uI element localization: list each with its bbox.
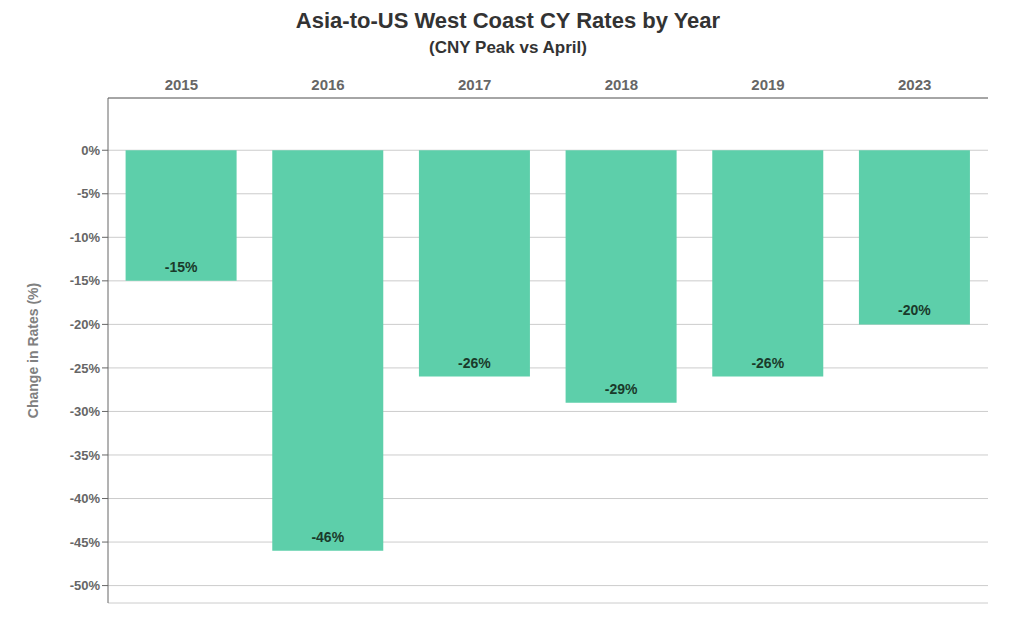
svg-text:-26%: -26% bbox=[751, 355, 784, 371]
svg-text:-15%: -15% bbox=[165, 259, 198, 275]
svg-text:2019: 2019 bbox=[751, 76, 784, 93]
svg-text:2015: 2015 bbox=[165, 76, 198, 93]
svg-text:-35%: -35% bbox=[70, 448, 101, 463]
svg-text:-25%: -25% bbox=[70, 361, 101, 376]
svg-text:-26%: -26% bbox=[458, 355, 491, 371]
svg-text:Change in Rates (%): Change in Rates (%) bbox=[25, 283, 41, 418]
svg-text:-20%: -20% bbox=[898, 302, 931, 318]
svg-text:-29%: -29% bbox=[605, 381, 638, 397]
svg-text:-30%: -30% bbox=[70, 404, 101, 419]
svg-text:2018: 2018 bbox=[605, 76, 638, 93]
svg-text:-50%: -50% bbox=[70, 578, 101, 593]
svg-text:-45%: -45% bbox=[70, 535, 101, 550]
svg-text:2023: 2023 bbox=[898, 76, 931, 93]
svg-text:-5%: -5% bbox=[77, 186, 101, 201]
svg-text:-46%: -46% bbox=[311, 529, 344, 545]
svg-text:0%: 0% bbox=[81, 143, 100, 158]
svg-text:-20%: -20% bbox=[70, 317, 101, 332]
svg-text:2016: 2016 bbox=[311, 76, 344, 93]
html-text:(CNY Peak vs April): (CNY Peak vs April) bbox=[429, 38, 587, 57]
html-text:Asia-to-US West Coast CY Rates: Asia-to-US West Coast CY Rates by Year bbox=[295, 8, 721, 33]
svg-text:-40%: -40% bbox=[70, 491, 101, 506]
svg-text:2017: 2017 bbox=[458, 76, 491, 93]
svg-text:-10%: -10% bbox=[70, 230, 101, 245]
svg-text:-15%: -15% bbox=[70, 273, 101, 288]
